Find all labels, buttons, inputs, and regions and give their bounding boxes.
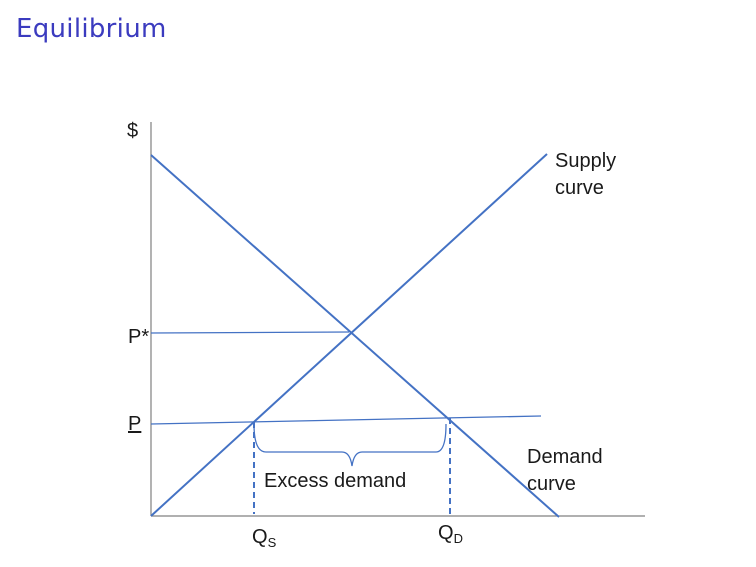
price-label: P — [128, 413, 141, 435]
qs-label-sub: S — [268, 535, 277, 550]
qs-label-main: Q — [252, 526, 268, 548]
excess-demand-label: Excess demand — [264, 470, 406, 492]
demand-label-line2: curve — [527, 473, 576, 495]
qs-label: QS — [252, 526, 277, 550]
excess-demand-brace — [253, 423, 447, 467]
supply-label-line2: curve — [555, 177, 604, 199]
qd-label: QD — [438, 522, 463, 546]
demand-label-line1: Demand — [527, 446, 603, 468]
demand-curve — [150, 154, 560, 518]
supply-curve — [150, 153, 548, 517]
qd-label-sub: D — [454, 531, 463, 546]
qd-label-main: Q — [438, 522, 454, 544]
price-line — [150, 415, 542, 425]
equilibrium-price-label: P* — [128, 326, 149, 348]
equilibrium-price-line — [150, 331, 350, 334]
y-axis-label: $ — [127, 120, 138, 142]
supply-label-line1: Supply — [555, 150, 616, 172]
slide-title: Equilibrium — [16, 14, 167, 44]
